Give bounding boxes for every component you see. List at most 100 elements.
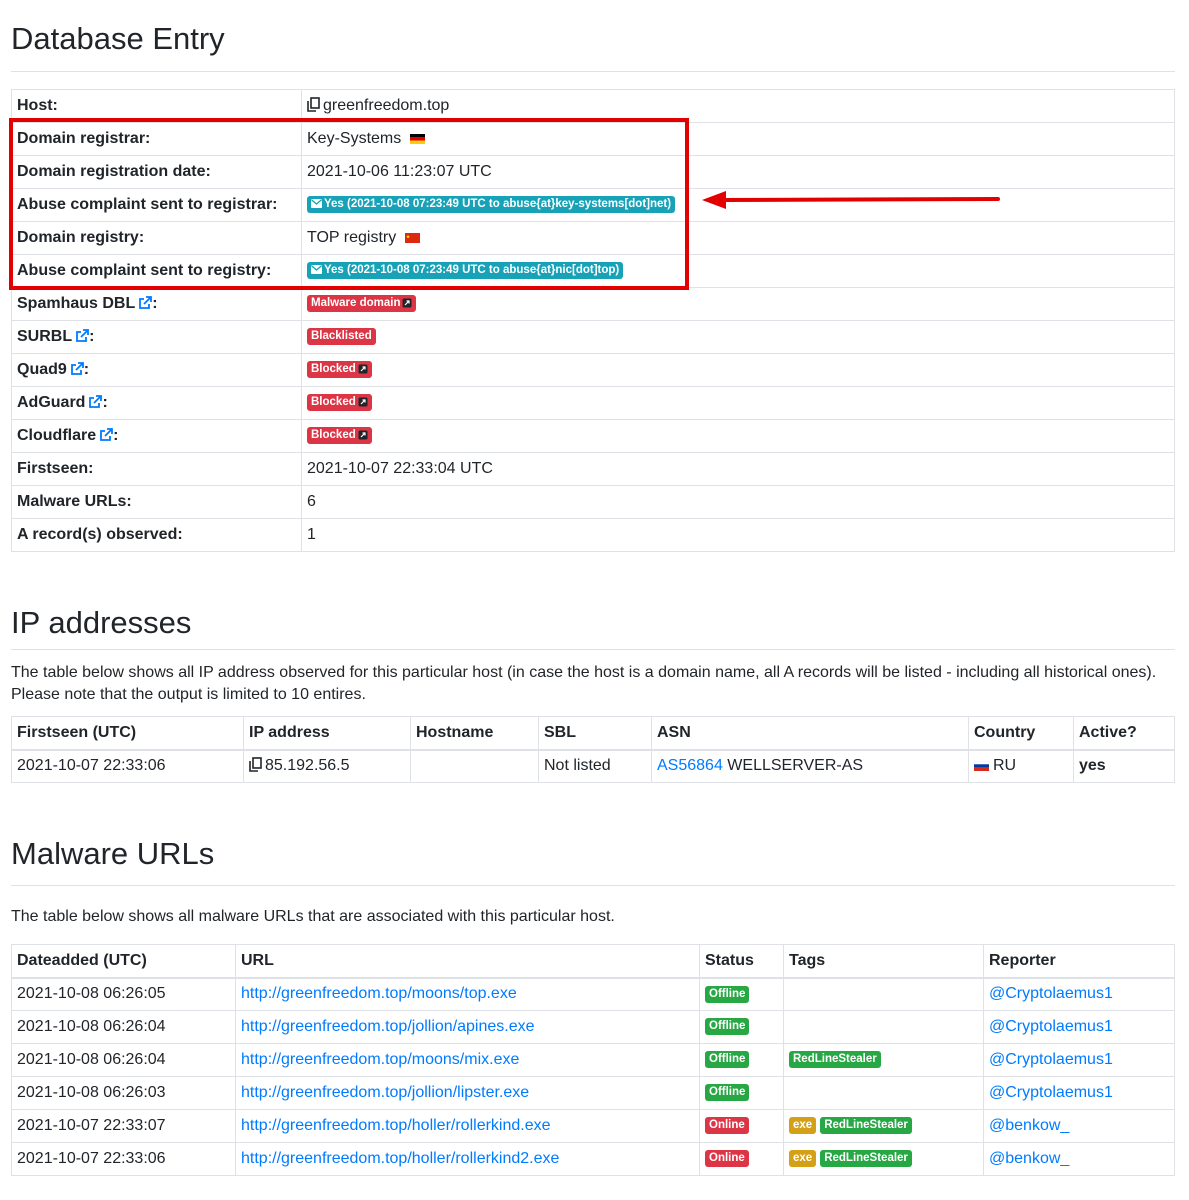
- status-cell: Offline: [699, 1010, 784, 1044]
- malware-url-link[interactable]: http://greenfreedom.top/moons/mix.exe: [241, 1051, 520, 1068]
- ip-title: IP addresses: [11, 605, 192, 640]
- reg-date-row: Domain registration date: 2021-10-06 11:…: [11, 155, 1175, 189]
- malware-section: Malware URLs The table below shows all m…: [11, 836, 1175, 1176]
- reporter-cell: @Cryptolaemus1: [983, 1043, 1175, 1077]
- url-cell: http://greenfreedom.top/jollion/apines.e…: [235, 1010, 700, 1044]
- cloudflare-label-cell: Cloudflare:: [11, 419, 302, 453]
- table-row: 2021-10-07 22:33:07 http://greenfreedom.t…: [11, 1109, 1175, 1143]
- url-cell: http://greenfreedom.top/moons/mix.exe: [235, 1043, 700, 1077]
- ip-active: yes: [1073, 749, 1175, 783]
- reporter-cell: @Cryptolaemus1: [983, 1010, 1175, 1044]
- reporter-link[interactable]: @Cryptolaemus1: [989, 985, 1113, 1003]
- tag-badge[interactable]: RedLineStealer: [820, 1117, 912, 1135]
- spamhaus-label: Spamhaus DBL: [17, 295, 136, 312]
- external-link-icon[interactable]: [70, 362, 84, 376]
- registry-row: Domain registry: TOP registry: [11, 221, 1175, 255]
- abuse-registrar-label: Abuse complaint sent to registrar:: [11, 188, 302, 222]
- malware-url-link[interactable]: http://greenfreedom.top/holler/rollerkin…: [241, 1117, 551, 1134]
- spamhaus-value-cell: Malware domain: [301, 287, 1175, 321]
- col-reporter: Reporter: [983, 944, 1175, 979]
- status-badge: Online: [705, 1117, 749, 1135]
- spamhaus-badge[interactable]: Malware domain: [307, 295, 417, 313]
- surbl-label-cell: SURBL:: [11, 320, 302, 354]
- ip-section: IP addresses The table below shows all I…: [11, 605, 1175, 783]
- ip-table-header: Firstseen (UTC) IP address Hostname SBL …: [11, 716, 1175, 751]
- spamhaus-colon: :: [152, 295, 158, 312]
- table-row: 2021-10-08 06:26:04 http://greenfreedom.t…: [11, 1043, 1175, 1077]
- malware-url-link[interactable]: http://greenfreedom.top/jollion/lipster.…: [241, 1084, 530, 1101]
- malware-url-link[interactable]: http://greenfreedom.top/jollion/apines.e…: [241, 1018, 535, 1035]
- surbl-value-cell: Blacklisted: [301, 320, 1175, 354]
- asn-name: WELLSERVER-AS: [727, 757, 864, 775]
- page-title: Database Entry: [11, 21, 225, 56]
- cloudflare-colon: :: [113, 427, 119, 444]
- external-link-icon[interactable]: [75, 329, 90, 343]
- url-dateadded: 2021-10-08 06:26:04: [11, 1010, 236, 1044]
- tag-badge[interactable]: RedLineStealer: [789, 1051, 881, 1069]
- ip-hostname: [410, 749, 539, 783]
- ip-table: Firstseen (UTC) IP address Hostname SBL …: [11, 716, 1175, 783]
- external-link-icon[interactable]: [99, 428, 114, 442]
- ip-description: The table below shows all IP address obs…: [11, 664, 1157, 703]
- ip-address-cell: 85.192.56.5: [243, 749, 411, 783]
- reporter-link[interactable]: @Cryptolaemus1: [989, 1084, 1113, 1101]
- url-cell: http://greenfreedom.top/moons/top.exe: [235, 977, 700, 1011]
- tag-badge[interactable]: exe: [789, 1117, 817, 1135]
- url-dateadded: 2021-10-08 06:26:04: [11, 1043, 236, 1077]
- col-active: Active?: [1073, 716, 1175, 751]
- status-cell: Offline: [699, 977, 784, 1011]
- col-country: Country: [968, 716, 1074, 751]
- external-link-icon[interactable]: [88, 395, 103, 409]
- database-entry-table: Host: greenfreedom.top Domain registrar:…: [11, 89, 1175, 552]
- status-badge: Online: [705, 1150, 749, 1168]
- col-firstseen: Firstseen (UTC): [11, 716, 244, 751]
- a-records-value: 1: [301, 518, 1175, 552]
- copy-icon[interactable]: [307, 97, 320, 112]
- cloudflare-badge[interactable]: Blocked: [307, 427, 372, 445]
- spamhaus-text: Malware domain: [311, 297, 401, 310]
- abuse-registrar-badge: Yes (2021-10-08 07:23:49 UTC to abuse{at…: [307, 196, 676, 214]
- reporter-link[interactable]: @benkow_: [989, 1150, 1070, 1167]
- malware-table-body: 2021-10-08 06:26:05 http://greenfreedom.t…: [11, 977, 1175, 1176]
- abuse-registrar-value-cell: Yes (2021-10-08 07:23:49 UTC to abuse{at…: [301, 188, 1175, 222]
- asn-link[interactable]: AS56864: [657, 757, 723, 775]
- table-row: 2021-10-08 06:26:03 http://greenfreedom.t…: [11, 1076, 1175, 1110]
- status-badge: Offline: [705, 1051, 750, 1069]
- tags-cell: exe RedLineStealer: [783, 1109, 984, 1143]
- tag-badge[interactable]: exe: [789, 1150, 817, 1168]
- malware-urls-value: 6: [301, 485, 1175, 519]
- adguard-label-cell: AdGuard:: [11, 386, 302, 420]
- flag-de-icon: [409, 133, 425, 144]
- adguard-badge[interactable]: Blocked: [307, 394, 372, 412]
- reporter-link[interactable]: @Cryptolaemus1: [989, 1051, 1113, 1068]
- registry-value-cell: TOP registry: [301, 221, 1175, 255]
- malware-urls-label: Malware URLs:: [11, 485, 302, 519]
- quad9-badge[interactable]: Blocked: [307, 361, 372, 379]
- url-cell: http://greenfreedom.top/holler/rollerkin…: [235, 1109, 700, 1143]
- external-link-icon: [358, 397, 368, 407]
- col-sbl: SBL: [538, 716, 652, 751]
- malware-url-link[interactable]: http://greenfreedom.top/moons/top.exe: [241, 985, 517, 1003]
- table-row: 2021-10-07 22:33:06 http://greenfreedom.t…: [11, 1142, 1175, 1176]
- copy-icon[interactable]: [249, 757, 262, 773]
- malware-table-header: Dateadded (UTC) URL Status Tags Reporter: [11, 944, 1175, 979]
- firstseen-value: 2021-10-07 22:33:04 UTC: [301, 452, 1175, 486]
- registrar-label: Domain registrar:: [11, 122, 302, 156]
- tag-badge[interactable]: RedLineStealer: [820, 1150, 912, 1168]
- col-status: Status: [699, 944, 784, 979]
- malware-url-link[interactable]: http://greenfreedom.top/holler/rollerkin…: [241, 1150, 560, 1167]
- quad9-row: Quad9: Blocked: [11, 353, 1175, 387]
- url-dateadded: 2021-10-07 22:33:06: [11, 1142, 236, 1176]
- cloudflare-row: Cloudflare: Blocked: [11, 419, 1175, 453]
- reporter-link[interactable]: @Cryptolaemus1: [989, 1018, 1113, 1035]
- cloudflare-label: Cloudflare: [17, 427, 97, 444]
- cloudflare-value-cell: Blocked: [301, 419, 1175, 453]
- quad9-text: Blocked: [311, 363, 356, 376]
- reporter-link[interactable]: @benkow_: [989, 1117, 1070, 1134]
- external-link-icon[interactable]: [138, 296, 153, 310]
- surbl-row: SURBL: Blacklisted: [11, 320, 1175, 354]
- adguard-text: Blocked: [311, 396, 356, 409]
- quad9-value-cell: Blocked: [301, 353, 1175, 387]
- registry-value: TOP registry: [307, 229, 397, 246]
- spamhaus-label-cell: Spamhaus DBL:: [11, 287, 302, 321]
